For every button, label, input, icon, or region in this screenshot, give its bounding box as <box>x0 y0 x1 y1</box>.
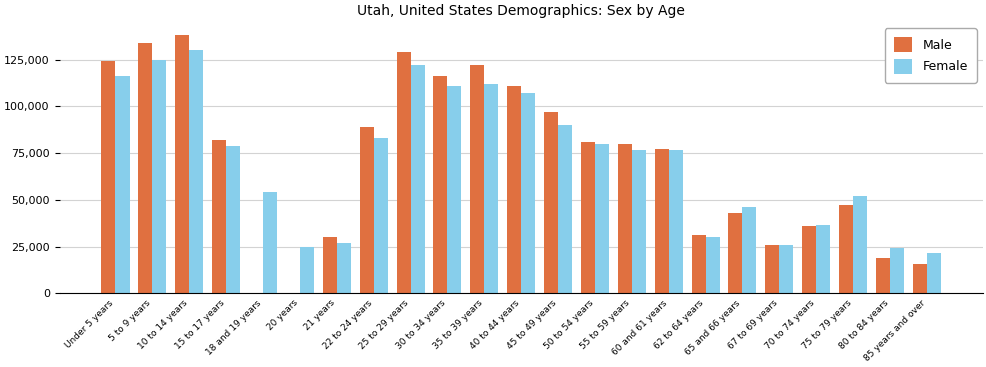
Bar <box>300 247 314 294</box>
Bar <box>102 61 115 294</box>
Title: Utah, United States Demographics: Sex by Age: Utah, United States Demographics: Sex by… <box>357 4 684 18</box>
Bar <box>262 192 277 294</box>
Bar <box>469 65 484 294</box>
Bar <box>581 142 595 294</box>
Bar <box>521 93 534 294</box>
Bar <box>654 149 668 294</box>
Bar <box>875 258 889 294</box>
Bar <box>189 50 203 294</box>
Bar <box>176 35 189 294</box>
Bar <box>631 150 645 294</box>
Bar <box>557 125 572 294</box>
Bar <box>741 207 755 294</box>
Bar <box>396 52 410 294</box>
Bar <box>668 150 682 294</box>
Bar <box>507 86 521 294</box>
Bar <box>543 112 557 294</box>
Bar <box>115 76 129 294</box>
Bar <box>322 237 336 294</box>
Bar <box>802 226 815 294</box>
Bar <box>815 225 829 294</box>
Bar <box>728 213 741 294</box>
Bar <box>838 206 852 294</box>
Bar <box>374 138 387 294</box>
Bar <box>926 253 940 294</box>
Bar <box>705 237 719 294</box>
Bar <box>764 245 779 294</box>
Legend: Male, Female: Male, Female <box>884 28 975 83</box>
Bar <box>212 140 226 294</box>
Bar <box>226 146 240 294</box>
Bar <box>359 127 374 294</box>
Bar <box>433 76 447 294</box>
Bar <box>336 243 350 294</box>
Bar <box>852 196 867 294</box>
Bar <box>779 245 793 294</box>
Bar <box>484 84 498 294</box>
Bar <box>410 65 424 294</box>
Bar <box>617 144 631 294</box>
Bar <box>691 236 705 294</box>
Bar <box>595 144 608 294</box>
Bar <box>912 265 926 294</box>
Bar <box>447 86 461 294</box>
Bar <box>889 248 903 294</box>
Bar <box>152 59 167 294</box>
Bar <box>138 43 152 294</box>
